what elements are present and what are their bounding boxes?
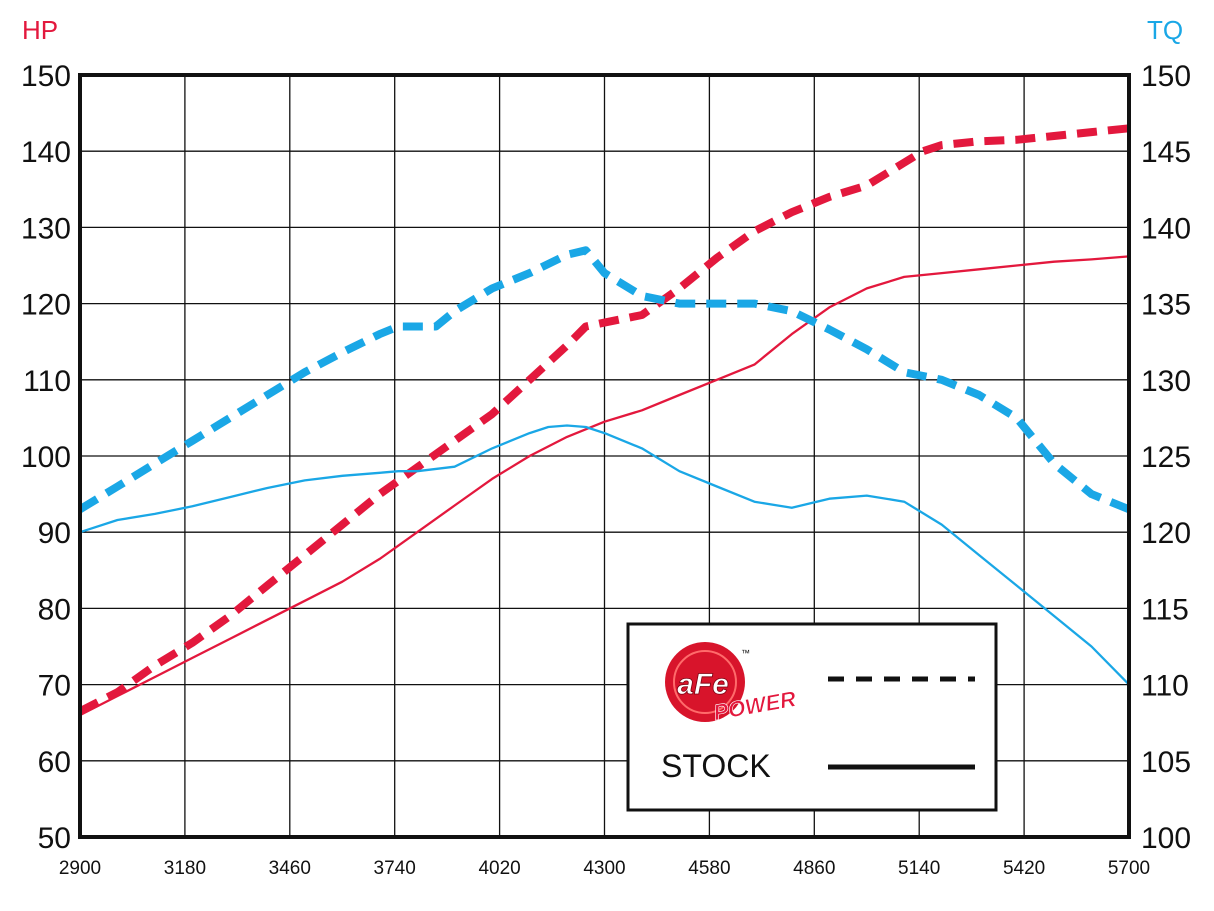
y-right-axis-title: TQ <box>1147 15 1183 45</box>
y-right-tick-labels: 150 145 140 135 130 125 120 115 110 105 100 <box>1141 60 1191 855</box>
series-layer <box>77 124 1131 717</box>
x-tick-label: 4580 <box>688 858 730 879</box>
y-right-tick-label: 140 <box>1141 212 1191 245</box>
y-left-tick-label: 120 <box>21 289 71 322</box>
y-left-tick-label: 130 <box>21 212 71 245</box>
y-left-tick-labels: 150 140 130 120 110 100 90 80 70 60 50 <box>21 60 71 855</box>
y-right-tick-label: 150 <box>1141 60 1191 93</box>
y-left-tick-label: 70 <box>38 670 71 703</box>
series-line-tq_afe <box>77 246 1131 514</box>
x-tick-label: 5140 <box>898 858 940 879</box>
y-left-tick-label: 60 <box>38 746 71 779</box>
x-tick-label: 3460 <box>269 858 311 879</box>
y-left-tick-label: 110 <box>23 365 71 398</box>
x-tick-label: 4020 <box>478 858 520 879</box>
y-right-tick-label: 135 <box>1141 289 1191 322</box>
y-left-tick-label: 50 <box>38 822 71 855</box>
afe-logo-text: aFe <box>677 668 729 701</box>
afe-logo-badge <box>665 642 745 722</box>
y-left-tick-label: 150 <box>21 60 71 93</box>
y-left-tick-label: 90 <box>38 517 71 550</box>
series-line-hp_stock <box>79 255 1130 717</box>
x-tick-labels: 2900 3180 3460 3740 4020 4300 4580 4860 5140 5420… <box>59 858 1150 879</box>
y-right-tick-label: 115 <box>1141 593 1189 626</box>
x-tick-label: 5700 <box>1108 858 1150 879</box>
x-tick-label: 2900 <box>59 858 101 879</box>
y-left-tick-label: 140 <box>21 136 71 169</box>
grid-lines <box>80 75 1129 837</box>
legend-stock-label: STOCK <box>661 748 771 784</box>
series-line-hp_afe <box>78 124 1130 715</box>
y-left-tick-label: 100 <box>21 441 71 474</box>
x-tick-label: 4300 <box>583 858 625 879</box>
x-tick-label: 3180 <box>164 858 206 879</box>
afe-logo-tm: ™ <box>741 648 750 658</box>
legend: aFe ™ POWER STOCK <box>626 622 998 812</box>
x-tick-label: 4860 <box>793 858 835 879</box>
y-right-tick-label: 100 <box>1141 822 1191 855</box>
series-line-tq_stock <box>79 424 1130 686</box>
y-right-tick-label: 130 <box>1141 365 1191 398</box>
y-right-tick-label: 145 <box>1141 136 1191 169</box>
y-right-tick-label: 105 <box>1141 746 1191 779</box>
afe-logo-ring <box>673 650 737 714</box>
y-left-axis-title: HP <box>22 15 58 45</box>
y-right-tick-label: 120 <box>1141 517 1191 550</box>
x-tick-label: 5420 <box>1003 858 1045 879</box>
y-left-tick-label: 80 <box>38 593 71 626</box>
y-right-tick-label: 110 <box>1141 670 1189 703</box>
y-right-tick-label: 125 <box>1141 441 1191 474</box>
plot-frame <box>78 73 1131 839</box>
x-tick-label: 3740 <box>374 858 416 879</box>
